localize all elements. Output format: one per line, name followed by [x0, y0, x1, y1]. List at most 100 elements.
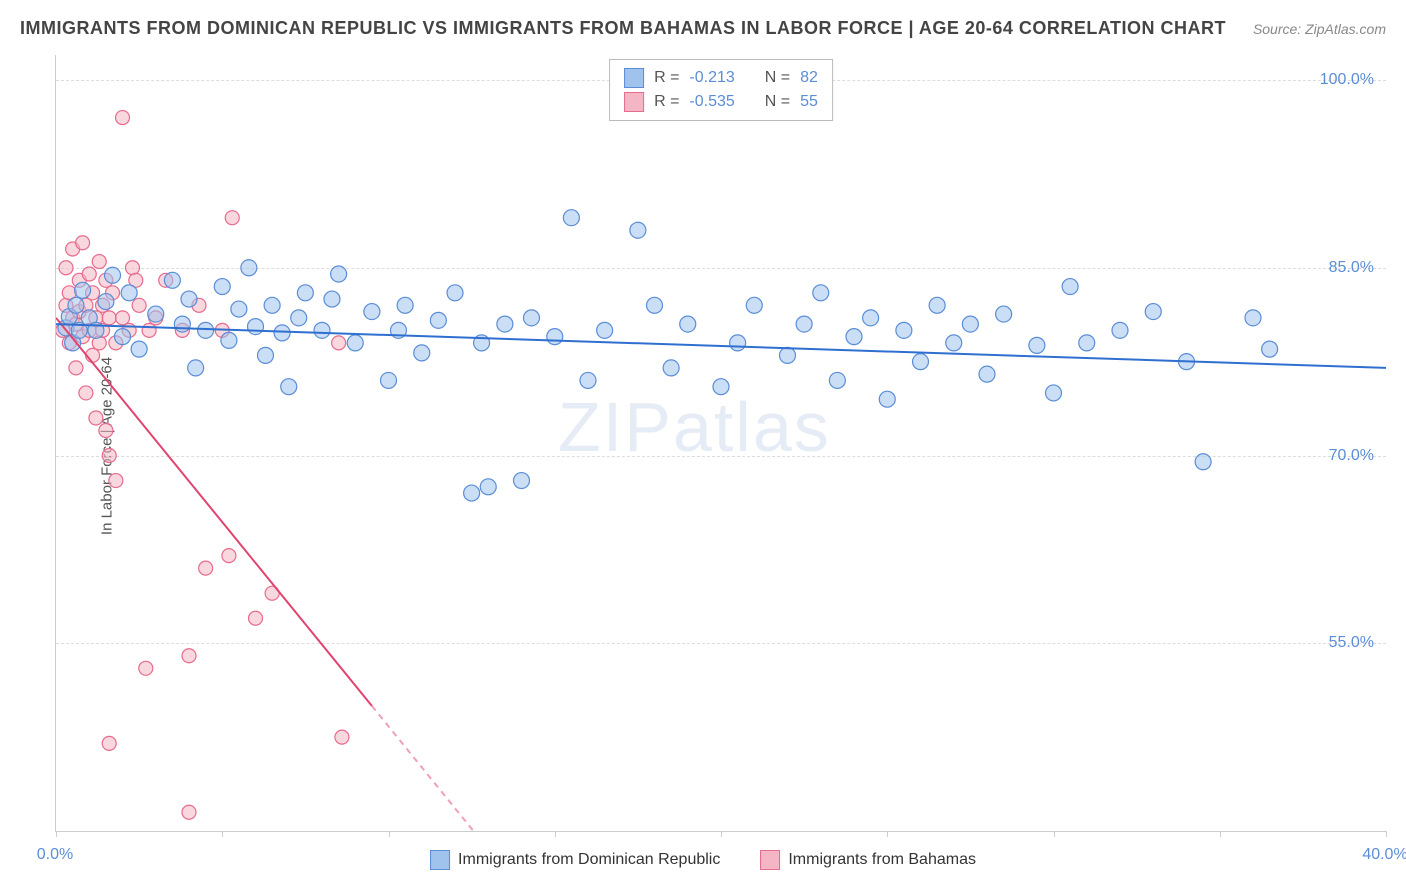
scatter-point-a: [231, 301, 247, 317]
scatter-point-a: [164, 272, 180, 288]
x-tick-mark: [555, 831, 556, 837]
n-value-b: 55: [800, 93, 818, 111]
scatter-point-a: [780, 347, 796, 363]
regression-line-b: [56, 318, 372, 706]
scatter-point-a: [846, 329, 862, 345]
scatter-point-a: [630, 222, 646, 238]
scatter-point-b: [199, 561, 213, 575]
swatch-series-a: [430, 850, 450, 870]
scatter-point-b: [79, 386, 93, 400]
series-a-label: Immigrants from Dominican Republic: [458, 851, 720, 869]
x-tick-mark: [389, 831, 390, 837]
scatter-point-b: [102, 311, 116, 325]
scatter-point-a: [813, 285, 829, 301]
regression-line-a: [56, 324, 1386, 368]
scatter-point-a: [241, 260, 257, 276]
scatter-point-a: [98, 294, 114, 310]
n-label: N =: [765, 93, 790, 111]
scatter-point-a: [879, 391, 895, 407]
scatter-point-b: [125, 261, 139, 275]
scatter-point-b: [116, 111, 130, 125]
legend-row-b: R = -0.535 N = 55: [624, 90, 818, 114]
scatter-point-a: [364, 304, 380, 320]
swatch-series-b: [760, 850, 780, 870]
scatter-point-a: [480, 479, 496, 495]
scatter-point-a: [174, 316, 190, 332]
scatter-point-a: [291, 310, 307, 326]
x-tick-mark: [56, 831, 57, 837]
scatter-point-a: [105, 267, 121, 283]
scatter-point-b: [182, 649, 196, 663]
source-label: Source: ZipAtlas.com: [1253, 21, 1386, 37]
scatter-point-a: [464, 485, 480, 501]
scatter-point-a: [324, 291, 340, 307]
scatter-point-b: [102, 449, 116, 463]
scatter-point-a: [663, 360, 679, 376]
r-label: R =: [654, 93, 679, 111]
scatter-point-a: [979, 366, 995, 382]
scatter-point-a: [257, 347, 273, 363]
scatter-point-b: [102, 736, 116, 750]
scatter-point-b: [182, 805, 196, 819]
scatter-point-a: [447, 285, 463, 301]
x-tick-mark: [1386, 831, 1387, 837]
scatter-point-a: [115, 329, 131, 345]
series-legend: Immigrants from Dominican Republic Immig…: [430, 850, 976, 870]
scatter-point-a: [746, 297, 762, 313]
scatter-point-a: [647, 297, 663, 313]
scatter-point-a: [1245, 310, 1261, 326]
scatter-plot: [56, 55, 1386, 831]
regression-line-b-dash: [372, 706, 555, 831]
scatter-point-b: [92, 255, 106, 269]
scatter-point-a: [1262, 341, 1278, 357]
scatter-point-b: [225, 211, 239, 225]
scatter-point-b: [116, 311, 130, 325]
scatter-point-a: [188, 360, 204, 376]
scatter-point-a: [297, 285, 313, 301]
scatter-point-a: [863, 310, 879, 326]
r-value-a: -0.213: [689, 69, 734, 87]
scatter-point-a: [796, 316, 812, 332]
x-tick-mark: [1220, 831, 1221, 837]
scatter-point-a: [281, 379, 297, 395]
x-tick-label: 40.0%: [1362, 846, 1406, 864]
scatter-point-a: [1079, 335, 1095, 351]
chart-header: IMMIGRANTS FROM DOMINICAN REPUBLIC VS IM…: [20, 18, 1386, 39]
scatter-point-b: [89, 411, 103, 425]
scatter-point-b: [82, 267, 96, 281]
r-label: R =: [654, 69, 679, 87]
scatter-point-a: [962, 316, 978, 332]
scatter-point-a: [248, 319, 264, 335]
scatter-point-b: [142, 323, 156, 337]
scatter-point-a: [397, 297, 413, 313]
scatter-point-b: [249, 611, 263, 625]
scatter-point-a: [121, 285, 137, 301]
scatter-point-a: [829, 372, 845, 388]
chart-title: IMMIGRANTS FROM DOMINICAN REPUBLIC VS IM…: [20, 18, 1226, 39]
scatter-point-a: [523, 310, 539, 326]
scatter-point-a: [713, 379, 729, 395]
scatter-point-b: [222, 549, 236, 563]
scatter-point-b: [76, 236, 90, 250]
scatter-point-a: [996, 306, 1012, 322]
scatter-point-a: [148, 306, 164, 322]
x-tick-mark: [887, 831, 888, 837]
scatter-point-a: [1062, 279, 1078, 295]
scatter-point-a: [680, 316, 696, 332]
scatter-point-a: [68, 297, 84, 313]
scatter-point-a: [913, 354, 929, 370]
scatter-point-a: [929, 297, 945, 313]
scatter-point-a: [347, 335, 363, 351]
scatter-point-a: [314, 322, 330, 338]
scatter-point-a: [214, 279, 230, 295]
swatch-series-a: [624, 68, 644, 88]
swatch-series-b: [624, 92, 644, 112]
scatter-point-a: [946, 335, 962, 351]
scatter-point-a: [181, 291, 197, 307]
scatter-point-a: [597, 322, 613, 338]
scatter-point-a: [274, 325, 290, 341]
scatter-point-a: [75, 282, 91, 298]
scatter-point-a: [1112, 322, 1128, 338]
scatter-point-a: [131, 341, 147, 357]
chart-area: ZIPatlas R = -0.213 N = 82 R = -0.535 N …: [55, 55, 1386, 832]
